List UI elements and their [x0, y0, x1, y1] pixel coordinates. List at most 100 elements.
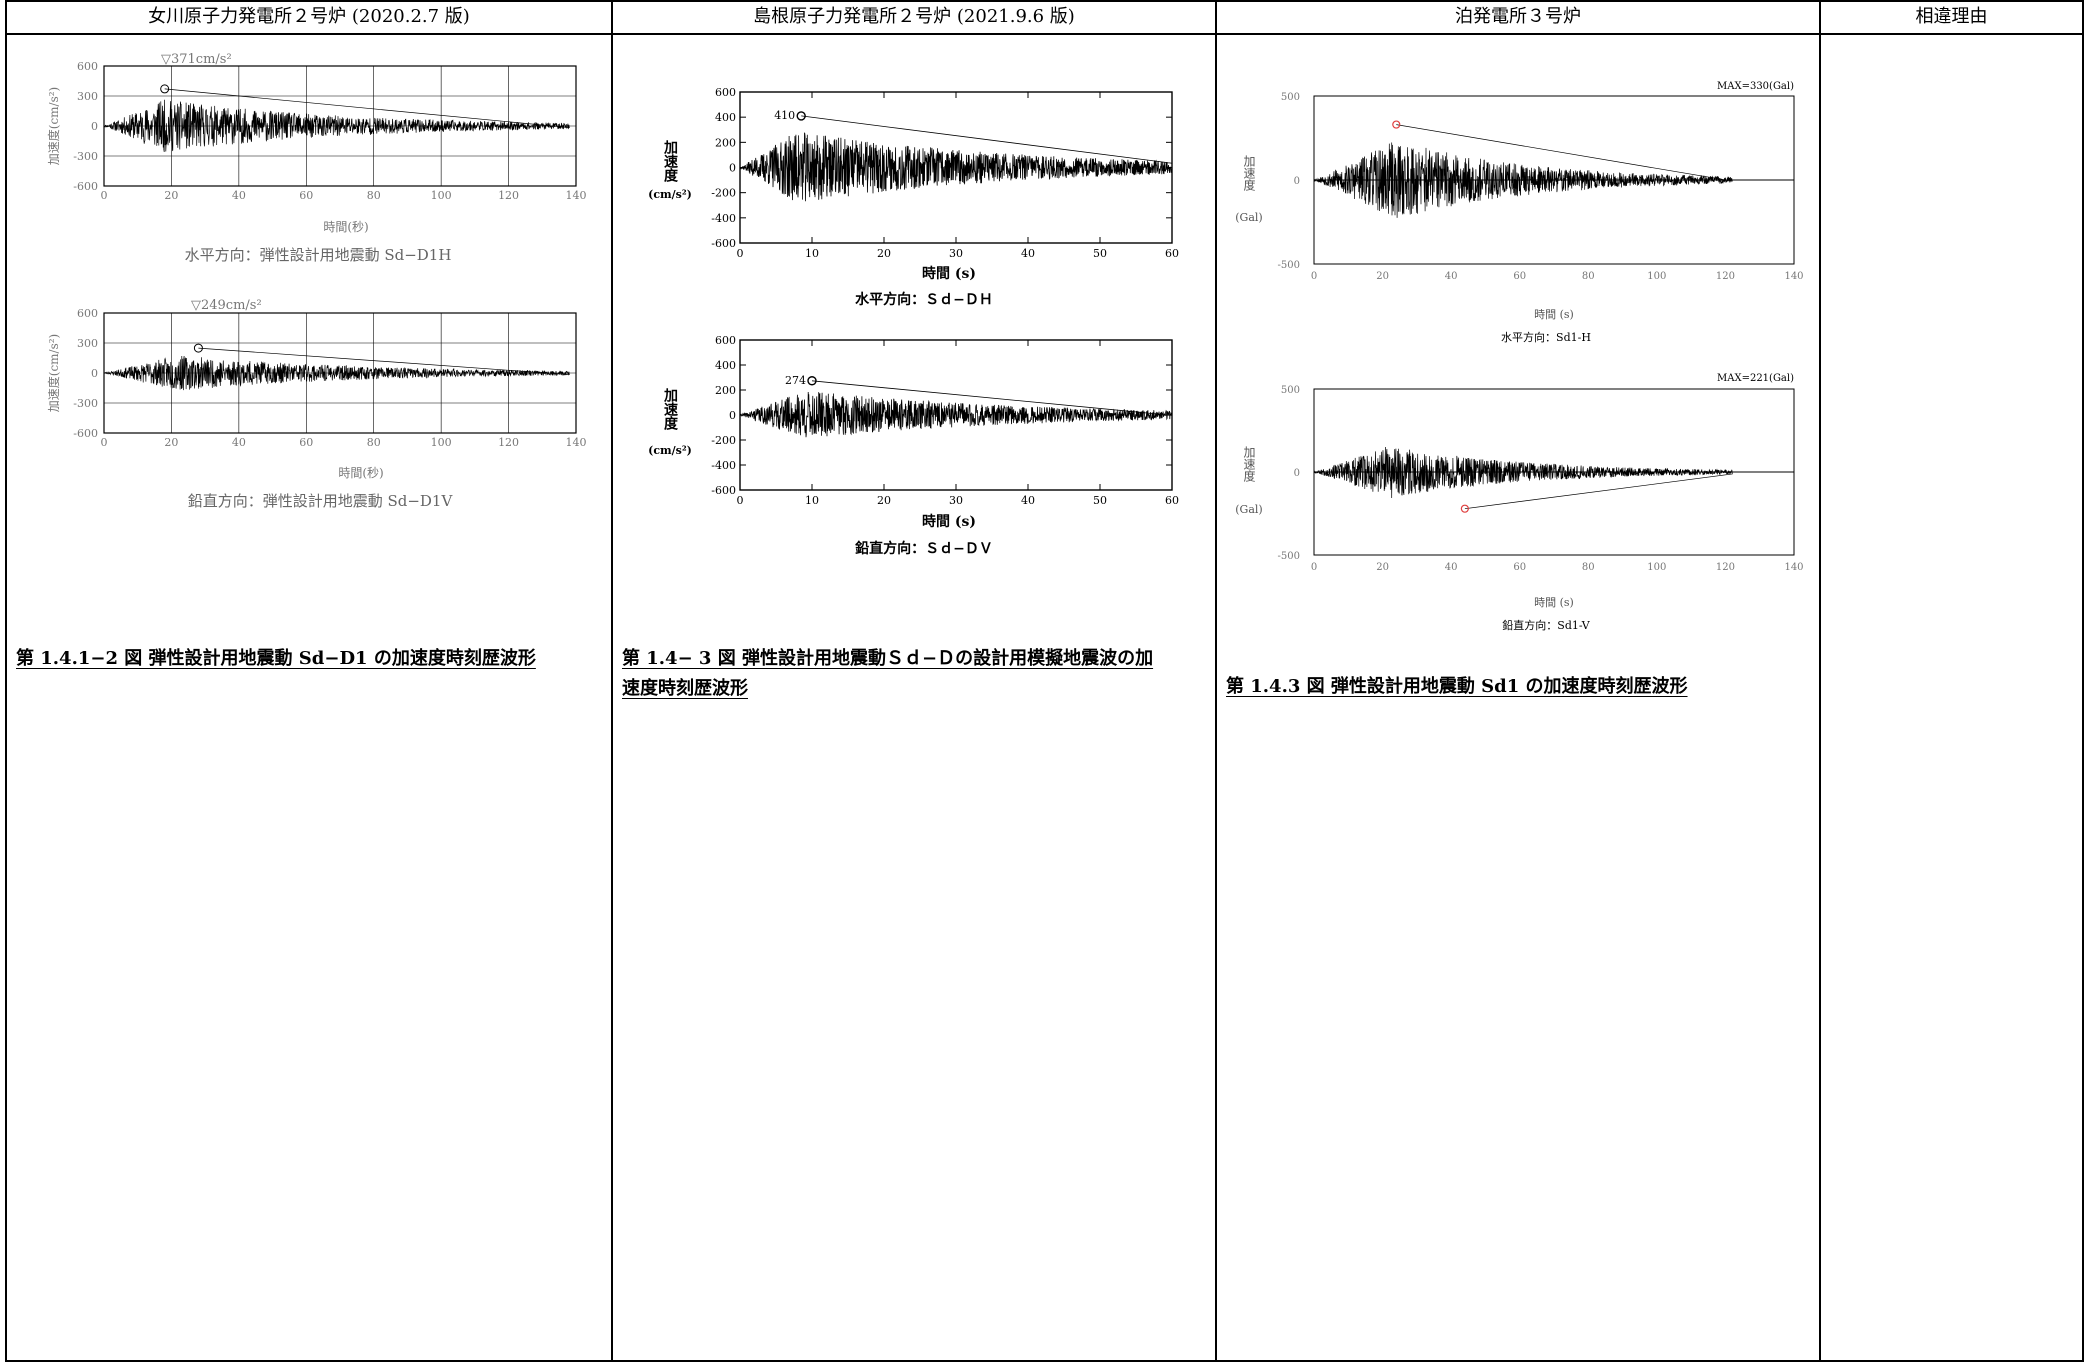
- xtick-label: 0: [101, 189, 108, 202]
- onagawa-h-ylabel: 加速度(cm/s²): [46, 87, 61, 165]
- tomari-h-yticks: 500 0 -500: [1278, 92, 1300, 271]
- ytick-label: 600: [77, 307, 98, 320]
- onagawa-h-xticks: 0 20 40 60 80 100 120 140: [101, 189, 587, 202]
- xtick-label: 0: [1311, 271, 1317, 282]
- shimane-h-waveform: [739, 115, 1173, 202]
- xtick-label: 60: [299, 436, 313, 449]
- tomari-h-subtitle: 水平方向：Sd1-H: [1501, 330, 1591, 344]
- header-difference-reason: 相違理由: [1915, 6, 1988, 27]
- ytick-label: -500: [1278, 260, 1300, 271]
- ytick-label: -600: [73, 427, 98, 440]
- ytick-label: 0: [1294, 468, 1300, 479]
- tomari-h-waveform: [1313, 124, 1733, 218]
- tomari-v-xticks: 0 20 40 60 80 100 120 140: [1311, 562, 1804, 573]
- shimane-h-frame: [739, 91, 1173, 244]
- shimane-v-waveform: [739, 380, 1173, 438]
- onagawa-h-yticks: 600 300 0 -300 -600: [73, 60, 98, 193]
- xtick-label: 40: [1021, 247, 1035, 260]
- onagawa-v-peak-marker: [193, 343, 203, 353]
- onagawa-v-waveform: [103, 347, 570, 391]
- tomari-caption: 第 1.4.3 図 弾性設計用地震動 Sd1 の加速度時刻歴波形: [1226, 676, 1688, 697]
- xtick-label: 60: [1165, 247, 1179, 260]
- ytick-label: 500: [1281, 92, 1300, 103]
- header-shimane: 島根原子力発電所２号炉 (2021.9.6 版): [753, 6, 1075, 27]
- onagawa-v-frame: [103, 312, 577, 434]
- onagawa-h-peak-marker: [160, 84, 170, 94]
- ytick-label: 0: [1294, 176, 1300, 187]
- shimane-h-yunit: (cm/s²): [648, 188, 692, 201]
- xtick-label: 120: [1716, 562, 1735, 573]
- onagawa-h-frame: [103, 65, 577, 187]
- xtick-label: 50: [1093, 247, 1107, 260]
- xtick-label: 0: [737, 494, 744, 507]
- xtick-label: 20: [1376, 562, 1389, 573]
- header-onagawa: 女川原子力発電所２号炉 (2020.2.7 版): [148, 6, 470, 27]
- shimane-v-peak-marker: [807, 376, 817, 386]
- ytick-label: -600: [73, 180, 98, 193]
- xtick-label: 100: [1647, 562, 1666, 573]
- ytick-label: 0: [729, 409, 736, 422]
- xtick-label: 60: [299, 189, 313, 202]
- tomari-v-yunit: (Gal): [1235, 503, 1262, 516]
- shimane-caption-line2: 速度時刻歴波形: [622, 678, 748, 699]
- ytick-label: 0: [91, 367, 98, 380]
- tomari-v-xlabel: 時間 (s): [1534, 596, 1574, 609]
- xtick-label: 120: [1716, 271, 1735, 282]
- xtick-label: 20: [164, 189, 178, 202]
- xtick-label: 20: [877, 494, 891, 507]
- ytick-label: 600: [715, 334, 736, 347]
- xtick-label: 140: [1784, 271, 1803, 282]
- xtick-label: 20: [1376, 271, 1389, 282]
- shimane-h-yticks: 600 400 200 0 -200 -400 -600: [711, 86, 736, 250]
- ytick-label: 300: [77, 337, 98, 350]
- shimane-v-subtitle: 鉛直方向：Ｓｄ−ＤＶ: [855, 540, 993, 557]
- xtick-label: 40: [232, 189, 246, 202]
- tomari-h-xticks: 0 20 40 60 80 100 120 140: [1311, 271, 1804, 282]
- ytick-label: 300: [77, 90, 98, 103]
- xtick-label: 60: [1513, 271, 1526, 282]
- ytick-label: 400: [715, 359, 736, 372]
- xtick-label: 100: [1647, 271, 1666, 282]
- shimane-caption-line1: 第 1.4− 3 図 弾性設計用地震動Ｓｄ−Ｄの設計用模擬地震波の加: [622, 648, 1154, 669]
- ytick-label: 200: [715, 136, 736, 149]
- onagawa-v-yticks: 600 300 0 -300 -600: [73, 307, 98, 440]
- xtick-label: 30: [949, 494, 963, 507]
- ytick-label: 200: [715, 384, 736, 397]
- onagawa-h-subtitle: 水平方向：弾性設計用地震動 Sd−D1H: [185, 246, 452, 264]
- xtick-label: 10: [805, 494, 819, 507]
- shimane-v-xlabel: 時間 (s): [922, 513, 976, 530]
- xtick-label: 30: [949, 247, 963, 260]
- xtick-label: 120: [498, 189, 519, 202]
- xtick-label: 100: [431, 436, 452, 449]
- tomari-horizontal-chart: MAX=330(Gal) 500 0 -500 0 20 40 60 80 100 120 140…: [1235, 81, 1803, 344]
- ytick-label: -300: [73, 397, 98, 410]
- tomari-h-xlabel: 時間 (s): [1534, 308, 1574, 321]
- tomari-figure: MAX=330(Gal) 500 0 -500 0 20 40 60 80 100 120 140…: [1235, 81, 1804, 632]
- xtick-label: 100: [431, 189, 452, 202]
- shimane-h-peak-marker: [796, 111, 806, 121]
- ytick-label: -300: [73, 150, 98, 163]
- ytick-label: -400: [711, 459, 736, 472]
- onagawa-v-peak-label: ▽249cm/s²: [191, 298, 262, 313]
- ytick-label: -600: [711, 484, 736, 497]
- shimane-h-peak-label: 410: [774, 109, 795, 122]
- onagawa-figure: ▽371cm/s² 600 300 0 -300 -600 0 20 40 60 80 100 12…: [46, 52, 587, 510]
- tomari-v-peak-marker: [1460, 504, 1469, 513]
- shimane-v-ylabel: 加速度: [662, 388, 679, 431]
- ytick-label: -400: [711, 212, 736, 225]
- ytick-label: -600: [711, 237, 736, 250]
- shimane-h-xlabel: 時間 (s): [922, 265, 976, 282]
- xtick-label: 80: [367, 189, 381, 202]
- onagawa-h-waveform: [103, 88, 570, 153]
- onagawa-h-peak-label: ▽371cm/s²: [161, 52, 232, 67]
- xtick-label: 140: [1784, 562, 1803, 573]
- xtick-label: 120: [498, 436, 519, 449]
- ytick-label: 0: [729, 162, 736, 175]
- xtick-label: 40: [1445, 562, 1458, 573]
- ytick-label: 400: [715, 111, 736, 124]
- shimane-vertical-chart: 600 400 200 0 -200 -400 -600 0 10 20 30 40 50 60 274…: [648, 334, 1179, 557]
- shimane-h-subtitle: 水平方向：Ｓｄ−ＤＨ: [855, 291, 993, 308]
